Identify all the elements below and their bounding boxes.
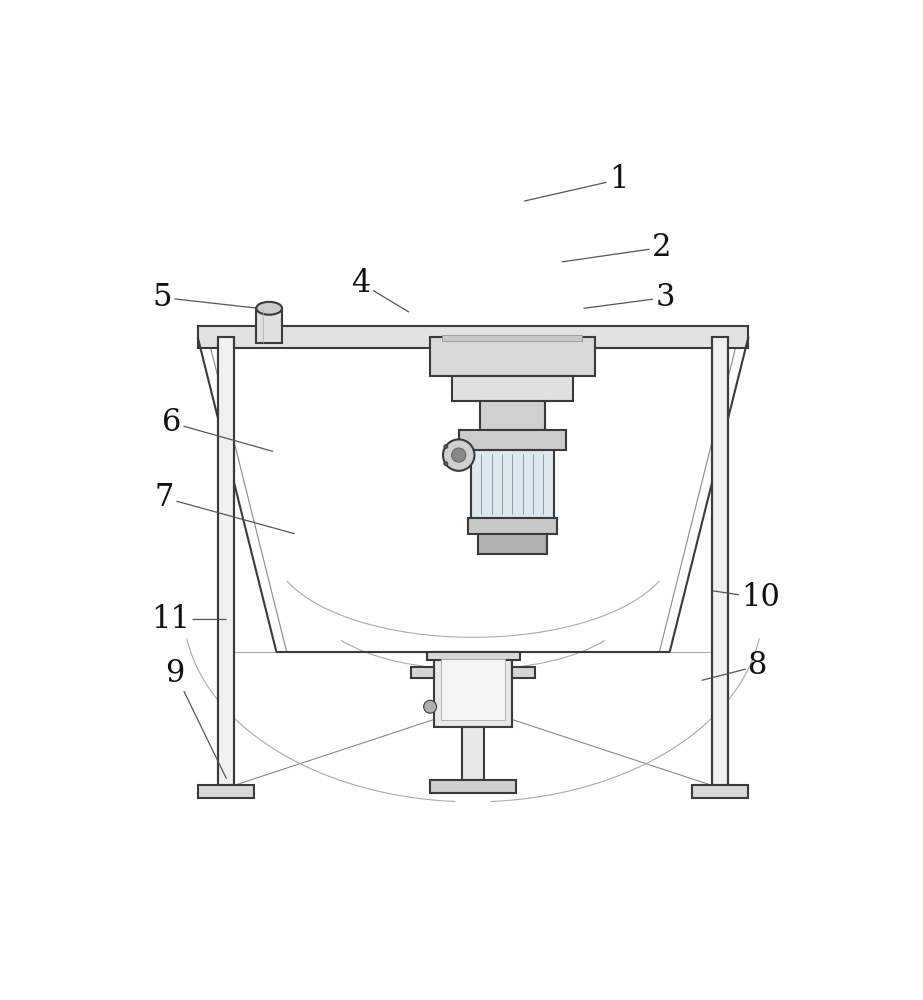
Bar [442, 335, 582, 341]
Bar [430, 337, 594, 376]
Bar [692, 785, 748, 798]
Bar [468, 518, 557, 534]
Bar [257, 308, 282, 343]
Bar [462, 727, 485, 780]
Bar [480, 401, 545, 430]
Text: 1: 1 [524, 164, 629, 201]
Text: 2: 2 [562, 232, 671, 263]
Bar [451, 376, 573, 401]
Text: 6: 6 [162, 407, 272, 451]
Circle shape [451, 448, 466, 462]
Bar [198, 785, 254, 798]
Text: 11: 11 [151, 604, 226, 635]
Bar [478, 534, 546, 554]
Bar [471, 450, 554, 518]
Bar [426, 652, 520, 660]
Circle shape [444, 444, 448, 449]
Text: 5: 5 [152, 282, 258, 313]
Bar [441, 659, 505, 720]
Bar [434, 652, 512, 727]
Ellipse shape [257, 302, 282, 315]
Text: 8: 8 [701, 650, 768, 681]
Text: 7: 7 [155, 482, 294, 534]
Bar [219, 337, 234, 785]
Text: 9: 9 [165, 658, 226, 778]
Polygon shape [198, 326, 749, 348]
Circle shape [444, 462, 448, 466]
Text: 3: 3 [584, 282, 675, 313]
Circle shape [443, 439, 474, 471]
Text: 4: 4 [352, 268, 409, 312]
Bar [512, 667, 535, 678]
Bar [712, 337, 727, 785]
Bar [411, 667, 434, 678]
Text: 10: 10 [713, 582, 780, 613]
Bar [459, 430, 566, 450]
Circle shape [424, 700, 437, 713]
Bar [430, 780, 516, 793]
